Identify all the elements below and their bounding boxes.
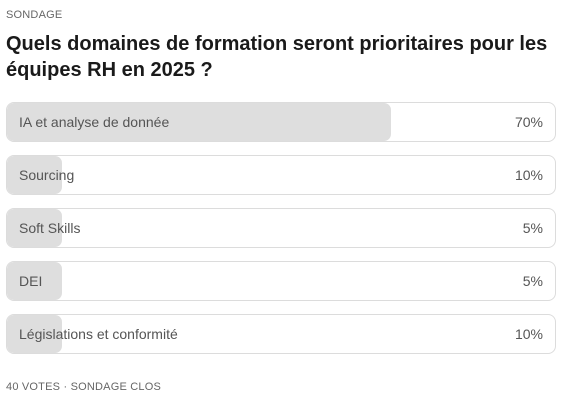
poll-option-label: Sourcing [19,167,75,183]
poll-option-label: IA et analyse de donnée [19,114,170,130]
poll-status: SONDAGE CLOS [70,381,162,393]
poll-option-bar [7,103,391,141]
poll-option-sourcing[interactable]: Sourcing 10% [6,155,556,195]
poll-option-bar [7,315,62,353]
poll-option-percent: 10% [514,167,543,183]
poll-footer-separator: · [63,381,68,393]
poll-option-percent: 10% [514,326,543,342]
poll-option-ia[interactable]: IA et analyse de donnée 70% [6,102,556,142]
poll-option-label: DEI [19,273,43,289]
poll-footer: 40 VOTES · SONDAGE CLOS [6,381,161,393]
poll-option-percent: 5% [522,220,543,236]
poll-option-label: Soft Skills [19,220,81,236]
poll-option-label: Législations et conformité [19,326,178,342]
poll-option-percent: 70% [514,114,543,130]
poll-question: Quels domaines de formation seront prior… [6,33,548,81]
poll-options: IA et analyse de donnée 70% Sourcing 10%… [6,102,556,367]
poll-kicker: SONDAGE [6,9,63,21]
poll-option-bar [7,209,62,247]
poll-option-bar [7,156,62,194]
poll-option-dei[interactable]: DEI 5% [6,261,556,301]
poll-option-percent: 5% [522,273,543,289]
poll-option-legislations[interactable]: Législations et conformité 10% [6,314,556,354]
poll-option-bar [7,262,62,300]
poll-option-soft-skills[interactable]: Soft Skills 5% [6,208,556,248]
poll-vote-count: 40 VOTES [6,381,61,393]
